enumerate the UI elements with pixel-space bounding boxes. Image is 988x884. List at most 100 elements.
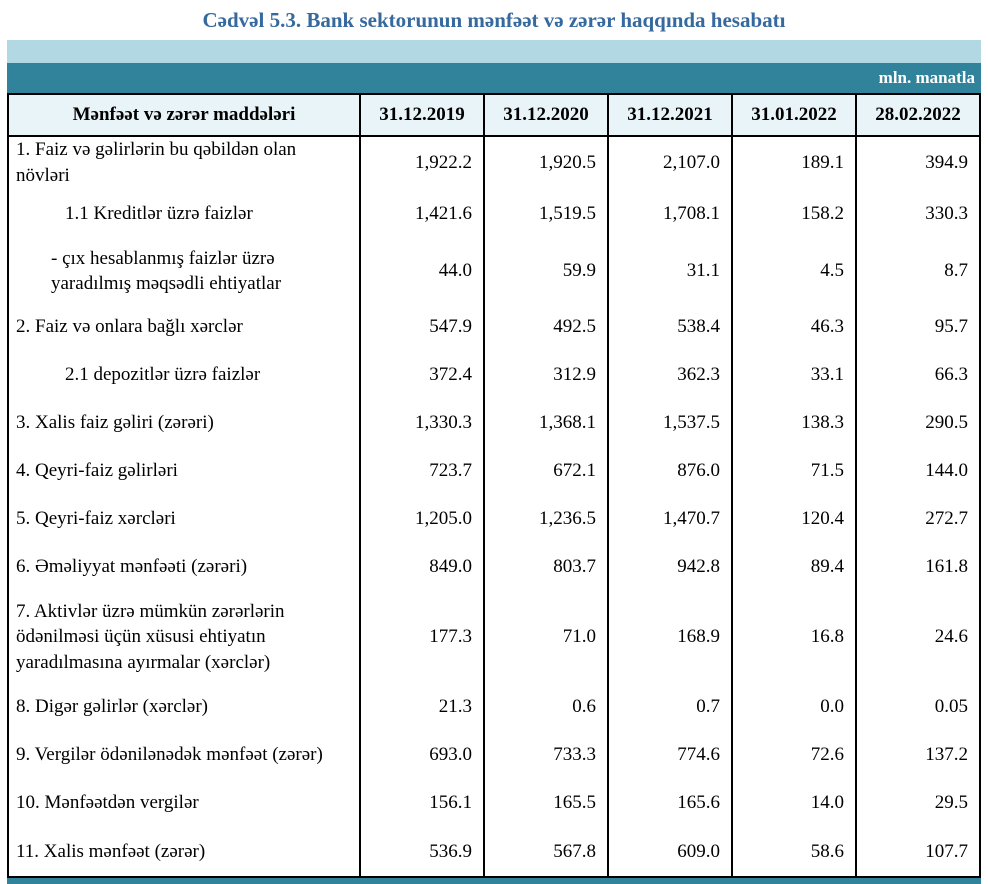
row-label: 1. Faiz və gəlirlərin bu qəbildən olan n… [7,136,361,189]
row-value: 492.5 [483,303,609,352]
row-value: 29.5 [855,779,981,828]
unit-label: mln. manatla [878,68,975,87]
row-label: 6. Əməliyyat mənfəəti (zərəri) [7,543,361,592]
row-value: 95.7 [855,303,981,352]
row-value: 330.3 [855,188,981,240]
header-items-column: Mənfəət və zərər maddələri [7,93,361,137]
table-row: 6. Əməliyyat mənfəəti (zərəri) 849.0 803.7… [7,543,981,592]
page-title: Cədvəl 5.3. Bank sektorunun mənfəət və z… [202,8,786,32]
row-value: 942.8 [607,543,733,592]
row-value: 89.4 [731,543,857,592]
row-value: 0.6 [483,683,609,732]
row-value: 394.9 [855,136,981,189]
row-value: 59.9 [483,239,609,304]
header-date-2022-02: 28.02.2022 [855,93,981,137]
row-value: 0.05 [855,683,981,732]
row-label: - çıx hesablanmış faizlər üzrə yaradılmı… [7,239,361,304]
table-row: - çıx hesablanmış faizlər üzrə yaradılmı… [7,239,981,304]
table-banner: mln. manatla [7,40,981,93]
row-value: 2,107.0 [607,136,733,189]
row-value: 158.2 [731,188,857,240]
banner-light-strip [7,40,981,63]
row-value: 0.0 [731,683,857,732]
header-date-2021: 31.12.2021 [607,93,733,137]
row-value: 156.1 [359,779,485,828]
row-value: 177.3 [359,591,485,684]
row-value: 31.1 [607,239,733,304]
row-label: 4. Qeyri-faiz gəlirləri [7,447,361,496]
table-row: 5. Qeyri-faiz xərcləri 1,205.0 1,236.5 1,47… [7,495,981,544]
banner-bottom-strip [7,878,981,884]
row-value: 1,236.5 [483,495,609,544]
row-value: 1,708.1 [607,188,733,240]
row-value: 14.0 [731,779,857,828]
table-row: 4. Qeyri-faiz gəlirləri 723.7 672.1 876.0 71… [7,447,981,496]
row-value: 609.0 [607,827,733,878]
row-value: 1,205.0 [359,495,485,544]
row-value: 876.0 [607,447,733,496]
table-row: 10. Mənfəətdən vergilər 156.1 165.5 165.6 14… [7,779,981,828]
row-value: 0.7 [607,683,733,732]
row-value: 372.4 [359,351,485,400]
row-value: 8.7 [855,239,981,304]
row-value: 4.5 [731,239,857,304]
row-value: 46.3 [731,303,857,352]
header-date-2019: 31.12.2019 [359,93,485,137]
row-value: 672.1 [483,447,609,496]
row-value: 165.6 [607,779,733,828]
row-value: 1,368.1 [483,399,609,448]
row-label: 8. Digər gəlirlər (xərclər) [7,683,361,732]
row-value: 144.0 [855,447,981,496]
table-row: 7. Aktivlər üzrə mümkün zərərlərin ödəni… [7,591,981,684]
header-date-2022-01: 31.01.2022 [731,93,857,137]
row-value: 536.9 [359,827,485,878]
row-value: 165.5 [483,779,609,828]
row-value: 1,470.7 [607,495,733,544]
row-label: 5. Qeyri-faiz xərcləri [7,495,361,544]
row-label: 3. Xalis faiz gəliri (zərəri) [7,399,361,448]
row-value: 71.0 [483,591,609,684]
table-row: 1. Faiz və gəlirlərin bu qəbildən olan n… [7,136,981,189]
row-value: 723.7 [359,447,485,496]
banner-teal-strip: mln. manatla [7,63,981,93]
row-label: 7. Aktivlər üzrə mümkün zərərlərin ödəni… [7,591,361,684]
row-value: 71.5 [731,447,857,496]
row-value: 16.8 [731,591,857,684]
table-row: 2.1 depozitlər üzrə faizlər 372.4 312.9 362… [7,351,981,400]
row-value: 1,922.2 [359,136,485,189]
row-value: 24.6 [855,591,981,684]
table-row: 2. Faiz və onlara bağlı xərclər 547.9 492.… [7,303,981,352]
row-value: 189.1 [731,136,857,189]
table-row: 1.1 Kreditlər üzrə faizlər 1,421.6 1,519.5… [7,188,981,240]
row-value: 1,330.3 [359,399,485,448]
row-value: 58.6 [731,827,857,878]
row-value: 774.6 [607,731,733,780]
table-row: 9. Vergilər ödənilənədək mənfəət (zərər)… [7,731,981,780]
row-label: 10. Mənfəətdən vergilər [7,779,361,828]
row-value: 161.8 [855,543,981,592]
row-value: 44.0 [359,239,485,304]
row-value: 1,537.5 [607,399,733,448]
row-value: 547.9 [359,303,485,352]
table-header-row: Mənfəət və zərər maddələri 31.12.2019 31… [7,93,981,137]
row-value: 107.7 [855,827,981,878]
row-value: 290.5 [855,399,981,448]
row-value: 733.3 [483,731,609,780]
row-label: 11. Xalis mənfəət (zərər) [7,827,361,878]
row-label: 2. Faiz və onlara bağlı xərclər [7,303,361,352]
row-value: 168.9 [607,591,733,684]
row-value: 567.8 [483,827,609,878]
profit-loss-table: Mənfəət və zərər maddələri 31.12.2019 31… [7,93,981,879]
row-value: 1,920.5 [483,136,609,189]
row-value: 362.3 [607,351,733,400]
row-value: 1,519.5 [483,188,609,240]
row-value: 138.3 [731,399,857,448]
row-value: 66.3 [855,351,981,400]
row-value: 272.7 [855,495,981,544]
row-value: 120.4 [731,495,857,544]
row-value: 803.7 [483,543,609,592]
row-value: 312.9 [483,351,609,400]
row-label: 2.1 depozitlər üzrə faizlər [7,351,361,400]
table-row: 11. Xalis mənfəət (zərər) 536.9 567.8 609.0… [7,827,981,878]
row-value: 21.3 [359,683,485,732]
